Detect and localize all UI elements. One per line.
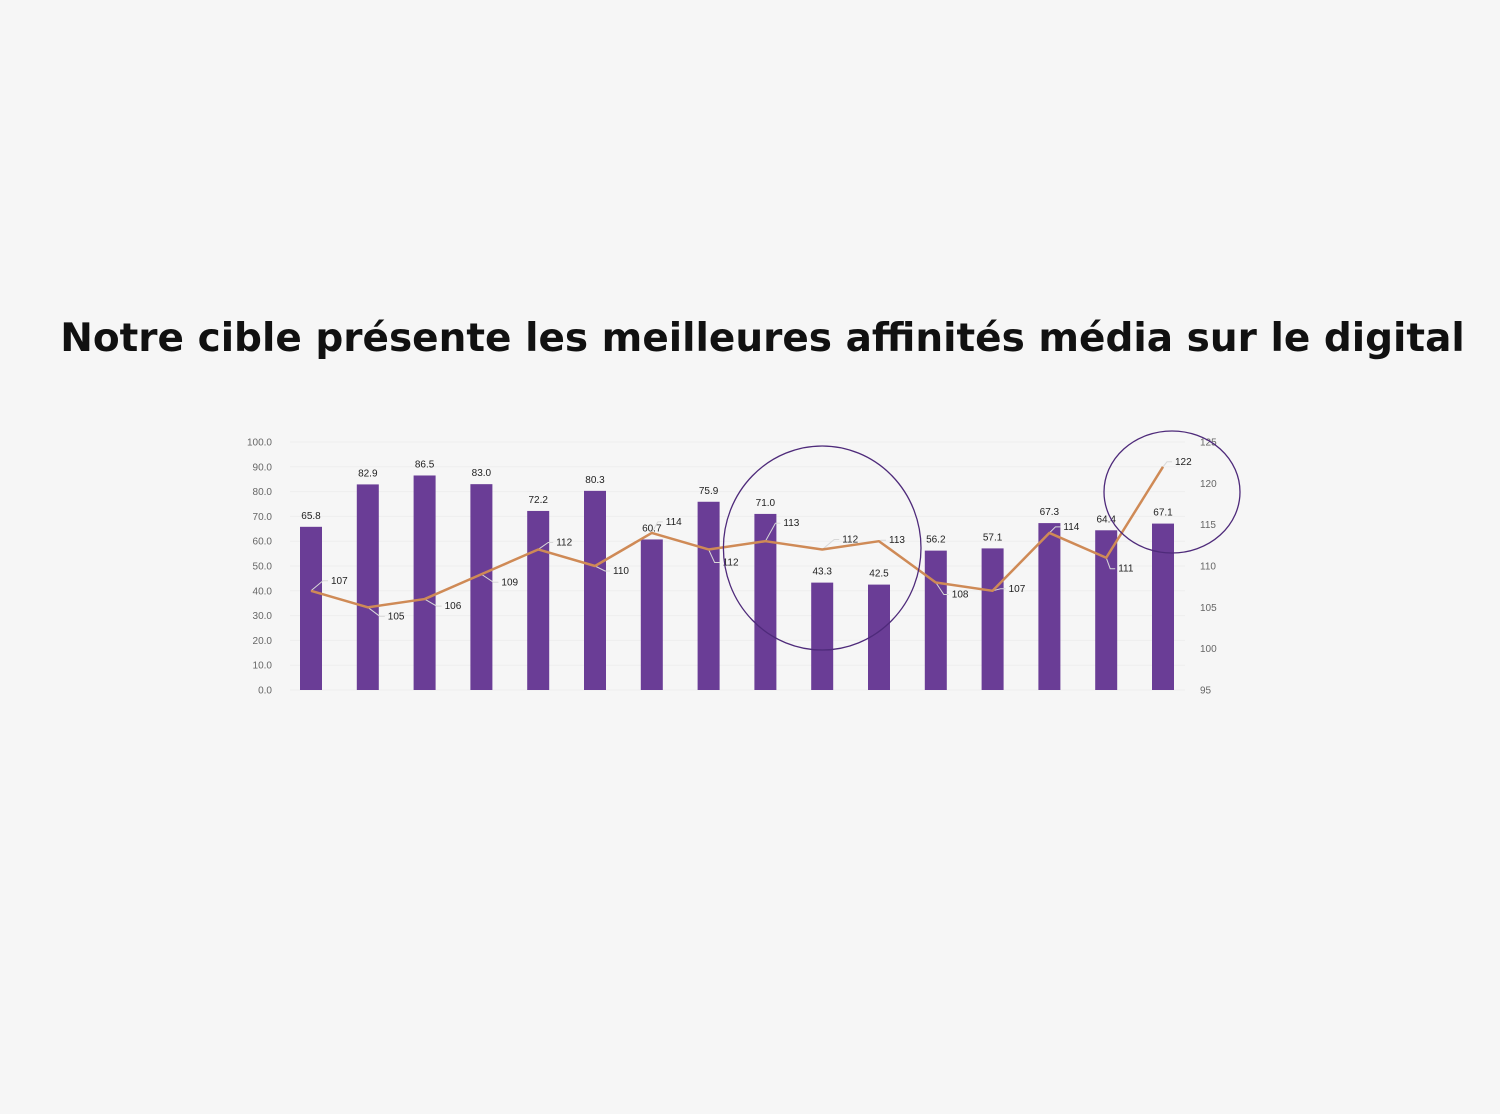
line-label-leaders: [310, 461, 1172, 617]
bar-value-label: 71.0: [756, 498, 776, 509]
leader-line: [310, 580, 328, 592]
line-value-labels: 107 105 106 109 112 110 114 112 113 112 113 108 107 1…: [331, 457, 1192, 623]
line-value-label: 105: [388, 611, 405, 622]
left-tick-label: 0.0: [258, 686, 272, 697]
leader-line: [367, 606, 385, 617]
leader-line: [764, 522, 781, 542]
line-value-label: 112: [842, 534, 858, 545]
highlight-circle: [1103, 430, 1241, 554]
line-value-label: 122: [1175, 457, 1192, 468]
bar-value-label: 56.2: [926, 535, 946, 546]
bar: [470, 484, 493, 690]
leader-line: [992, 588, 1006, 592]
leader-line: [708, 549, 720, 563]
bar: [413, 475, 436, 690]
leader-line: [1162, 461, 1172, 468]
bar: [584, 490, 606, 690]
left-axis-ticks: 0.0 10.0 20.0 30.0 40.0 50.0 60.0 70.0 80.0 90.0 1…: [247, 438, 272, 697]
leader-line: [481, 573, 499, 583]
line-value-label: 110: [613, 566, 629, 577]
bar-value-label: 64.4: [1096, 514, 1116, 525]
right-tick-label: 100: [1200, 644, 1217, 655]
bar: [868, 584, 890, 690]
left-tick-label: 40.0: [253, 586, 273, 597]
leader-line: [1049, 526, 1061, 534]
line-value-label: 111: [1118, 564, 1134, 575]
bar: [527, 510, 550, 690]
right-tick-label: 125: [1200, 438, 1217, 449]
line-value-label: 106: [445, 601, 462, 612]
right-axis-ticks: 95 100 105 110 115 120 125: [1200, 438, 1217, 697]
left-tick-label: 10.0: [253, 661, 273, 672]
bar: [697, 501, 720, 690]
bar: [811, 582, 834, 690]
bar-value-label: 43.3: [812, 567, 832, 578]
line-value-label: 112: [723, 557, 739, 568]
bar: [1095, 530, 1118, 690]
bar: [640, 539, 663, 690]
bar-value-label: 60.7: [642, 523, 662, 534]
right-tick-label: 115: [1200, 520, 1216, 531]
bar: [300, 526, 322, 690]
leader-line: [651, 521, 663, 534]
line-value-label: 108: [952, 590, 969, 601]
line-value-label: 107: [1009, 584, 1026, 595]
line-path: [310, 466, 1165, 609]
bar-value-label: 83.0: [472, 468, 492, 479]
bar-value-label: 80.3: [585, 475, 605, 486]
line-value-label: 113: [889, 535, 905, 546]
line-series: [310, 466, 1165, 609]
left-tick-label: 90.0: [253, 462, 273, 473]
bar: [924, 550, 947, 690]
bar-value-label: 57.1: [983, 532, 1003, 543]
bar-value-label: 82.9: [358, 468, 378, 479]
bar-value-labels: 65.8 82.9 86.5 83.0 72.2 80.3 60.7 75.9 71.0 43.3…: [301, 459, 1173, 579]
line-value-label: 112: [556, 537, 572, 548]
line-value-label: 109: [501, 577, 518, 588]
bar-value-label: 72.2: [528, 495, 548, 506]
highlight-circle: [722, 445, 922, 651]
bar-value-label: 75.9: [699, 486, 719, 497]
page-title: Notre cible présente les meilleures affi…: [60, 316, 1465, 361]
leader-line: [935, 582, 949, 596]
left-tick-label: 30.0: [253, 611, 273, 622]
bar-value-label: 86.5: [415, 459, 435, 470]
leader-line: [821, 538, 840, 550]
leader-line: [1105, 557, 1116, 570]
bar: [1038, 523, 1061, 690]
left-tick-label: 70.0: [253, 512, 273, 523]
left-tick-label: 100.0: [247, 438, 272, 449]
bar-value-label: 42.5: [869, 569, 889, 580]
left-tick-label: 80.0: [253, 487, 273, 498]
leader-line: [424, 598, 442, 607]
bar: [754, 513, 777, 690]
right-tick-label: 110: [1200, 562, 1216, 573]
leader-line: [594, 565, 610, 572]
line-value-label: 107: [331, 576, 348, 587]
grid-lines: [290, 441, 1185, 691]
right-tick-label: 95: [1200, 686, 1212, 697]
line-value-label: 113: [783, 518, 799, 529]
right-tick-label: 120: [1200, 479, 1217, 490]
bar: [356, 484, 379, 690]
line-value-label: 114: [1063, 522, 1079, 533]
highlight-circles: [722, 430, 1241, 651]
left-tick-label: 50.0: [253, 562, 273, 573]
bar-value-label: 65.8: [301, 511, 321, 522]
bar-value-label: 67.3: [1040, 507, 1060, 518]
left-tick-label: 60.0: [253, 537, 273, 548]
left-tick-label: 20.0: [253, 636, 273, 647]
right-tick-label: 105: [1200, 603, 1217, 614]
bar: [1152, 523, 1174, 690]
line-value-label: 114: [666, 517, 682, 528]
bar: [981, 548, 1004, 690]
bar-value-label: 67.1: [1153, 508, 1173, 519]
leader-line: [537, 541, 554, 550]
